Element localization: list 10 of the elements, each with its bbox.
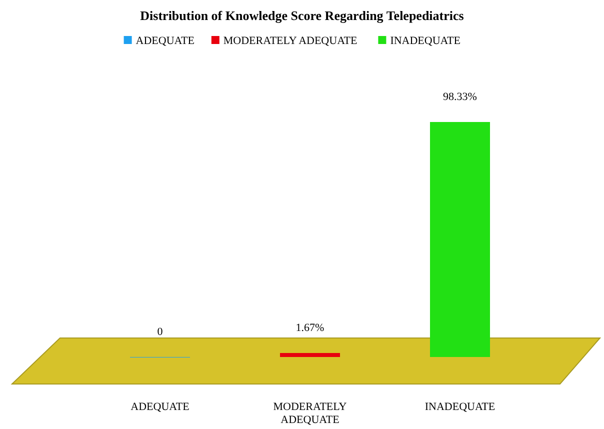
legend-label: MODERATELY ADEQUATE <box>223 35 358 47</box>
chart-title: Distribution of Knowledge Score Regarding Telepediatrics <box>140 8 464 23</box>
x-tick-label: ADEQUATE <box>130 401 190 413</box>
data-label: 1.67% <box>296 322 324 334</box>
x-tick-label: INADEQUATE <box>424 401 496 413</box>
x-tick-label: MODERATELY ADEQUATE <box>273 401 347 426</box>
data-label: 98.33% <box>443 91 477 103</box>
legend-label: INADEQUATE <box>390 35 461 47</box>
legend-label: ADEQUATE <box>136 35 195 47</box>
data-label: 0 <box>157 326 164 338</box>
